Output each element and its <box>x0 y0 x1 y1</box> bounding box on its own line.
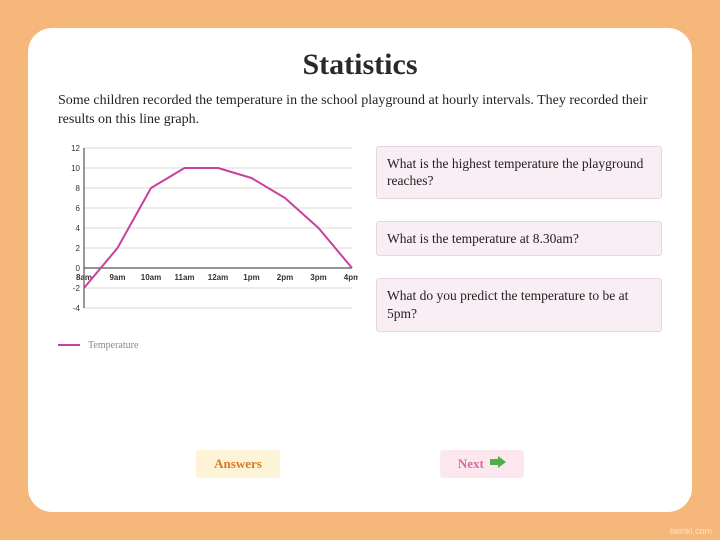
page-title: Statistics <box>58 48 662 82</box>
svg-text:10am: 10am <box>141 273 161 282</box>
legend-swatch <box>58 344 80 346</box>
line-chart: -4-20246810128am9am10am11am12am1pm2pm3pm… <box>58 142 358 332</box>
next-label: Next <box>458 456 484 472</box>
svg-text:2: 2 <box>76 244 81 253</box>
question-box: What do you predict the temperature to b… <box>376 278 662 331</box>
svg-text:3pm: 3pm <box>310 273 326 282</box>
svg-text:2pm: 2pm <box>277 273 293 282</box>
svg-text:12: 12 <box>71 144 80 153</box>
svg-text:1pm: 1pm <box>243 273 259 282</box>
svg-text:9am: 9am <box>109 273 125 282</box>
svg-text:0: 0 <box>76 264 81 273</box>
questions-column: What is the highest temperature the play… <box>376 142 662 351</box>
svg-text:12am: 12am <box>208 273 228 282</box>
chart-legend: Temperature <box>58 340 358 351</box>
slide-card: Statistics Some children recorded the te… <box>28 28 692 512</box>
legend-label: Temperature <box>88 340 138 351</box>
svg-text:11am: 11am <box>174 273 194 282</box>
svg-text:10: 10 <box>71 164 80 173</box>
arrow-right-icon <box>490 456 506 472</box>
svg-text:-4: -4 <box>73 304 81 313</box>
svg-text:4: 4 <box>76 224 81 233</box>
chart-area: -4-20246810128am9am10am11am12am1pm2pm3pm… <box>58 142 358 351</box>
question-box: What is the highest temperature the play… <box>376 146 662 199</box>
svg-text:4pm: 4pm <box>344 273 358 282</box>
watermark: twinkl.com <box>670 526 712 536</box>
answers-button[interactable]: Answers <box>196 450 280 478</box>
content-row: -4-20246810128am9am10am11am12am1pm2pm3pm… <box>58 142 662 351</box>
answers-label: Answers <box>214 456 262 472</box>
svg-text:-2: -2 <box>73 284 81 293</box>
footer-buttons: Answers Next <box>28 450 692 478</box>
next-button[interactable]: Next <box>440 450 524 478</box>
svg-text:6: 6 <box>76 204 81 213</box>
question-box: What is the temperature at 8.30am? <box>376 221 662 257</box>
svg-text:8: 8 <box>76 184 81 193</box>
intro-text: Some children recorded the temperature i… <box>58 92 662 130</box>
